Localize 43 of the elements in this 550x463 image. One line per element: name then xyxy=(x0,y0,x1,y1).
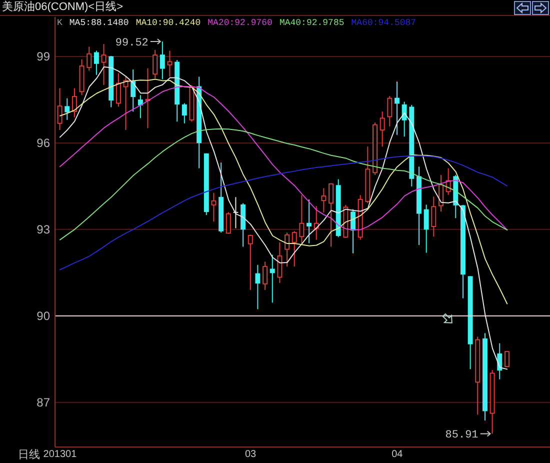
candlestick xyxy=(130,68,136,112)
text: 99.52 xyxy=(115,37,148,50)
line-series xyxy=(59,66,508,370)
y-tick-label: 96 xyxy=(36,136,50,150)
annotation: K xyxy=(57,18,62,29)
candlestick xyxy=(402,101,407,138)
line-series xyxy=(59,155,508,270)
chart-title: 美原油06(CONM)<日线> xyxy=(2,1,124,14)
text: MA10:90.4240 xyxy=(136,18,201,29)
y-tick-label: 87 xyxy=(36,396,50,410)
candlestick xyxy=(72,88,77,118)
candlestick xyxy=(482,332,488,421)
line-series xyxy=(59,128,508,240)
candlestick xyxy=(416,166,422,246)
y-tick-label: 93 xyxy=(36,222,50,237)
candlestick xyxy=(424,204,429,254)
candlestick xyxy=(358,194,363,240)
candlestick xyxy=(167,50,172,78)
candlestick xyxy=(101,44,106,86)
candlestick xyxy=(138,94,143,119)
text: MA60:94.5087 xyxy=(351,18,416,29)
x-axis-title: 日线 xyxy=(18,448,40,462)
x-tick-label: 04 xyxy=(392,449,404,460)
line-series xyxy=(59,86,508,230)
candlestick xyxy=(211,192,216,222)
candlestick xyxy=(270,254,275,304)
candlestick xyxy=(306,198,312,244)
candlestick xyxy=(160,40,165,80)
text: MA40:92.9785 xyxy=(279,18,344,29)
candlestick xyxy=(255,264,260,310)
text: 85.91 xyxy=(445,430,478,442)
candlestick xyxy=(262,261,268,290)
y-tick-label: 99 xyxy=(36,50,50,64)
candlestick xyxy=(394,81,400,136)
text: MA20:92.9760 xyxy=(208,18,272,29)
candlestick xyxy=(431,196,436,238)
candlestick xyxy=(277,242,282,284)
text: MA5:88.1480 xyxy=(69,18,129,29)
x-tick-label: 201301 xyxy=(43,449,78,460)
y-tick-label: 90 xyxy=(36,309,50,324)
candlestick xyxy=(321,188,326,213)
candlestick xyxy=(475,336,480,416)
x-tick-label: 03 xyxy=(245,449,257,460)
